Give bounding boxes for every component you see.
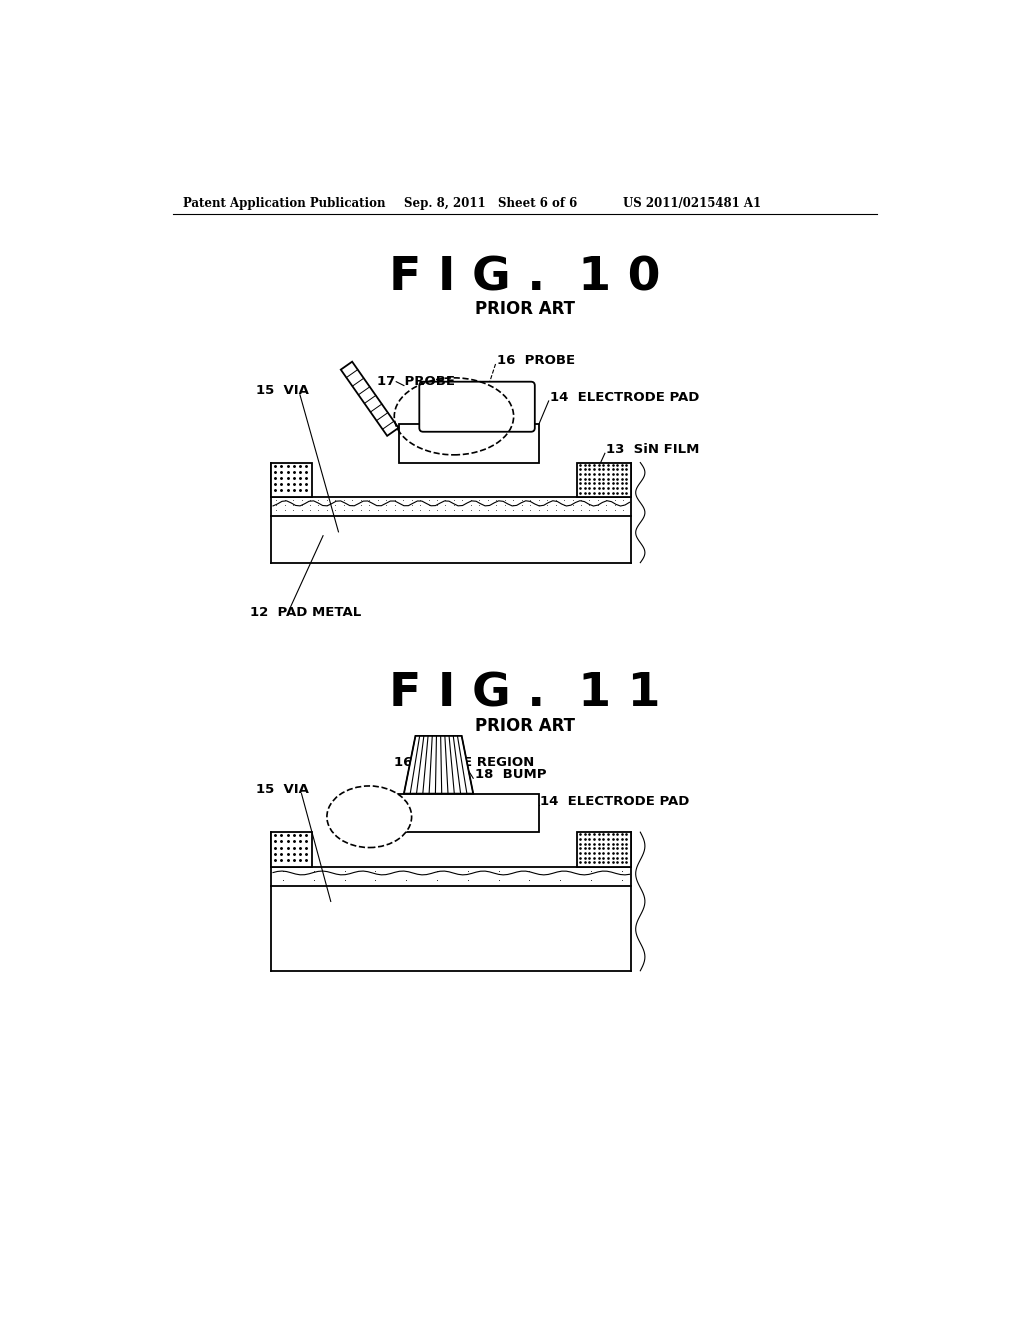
Text: 15  VIA: 15 VIA [256, 384, 309, 397]
Bar [398, 424, 539, 462]
Polygon shape [341, 362, 398, 436]
Text: PRIOR ART: PRIOR ART [475, 301, 574, 318]
Text: Patent Application Publication: Patent Application Publication [183, 197, 385, 210]
Text: 14  ELECTRODE PAD: 14 ELECTRODE PAD [541, 795, 689, 808]
Text: 14  ELECTRODE PAD: 14 ELECTRODE PAD [550, 391, 699, 404]
Text: 13  SiN FILM: 13 SiN FILM [606, 444, 699, 455]
Bar [271, 462, 311, 498]
Bar [578, 832, 631, 867]
Text: 17  PROBE: 17 PROBE [377, 375, 455, 388]
FancyBboxPatch shape [419, 381, 535, 432]
Bar [578, 462, 631, 498]
Text: 16  PROBE: 16 PROBE [497, 354, 575, 367]
Text: US 2011/0215481 A1: US 2011/0215481 A1 [624, 197, 762, 210]
Bar [271, 832, 311, 867]
Text: F I G .  1 0: F I G . 1 0 [389, 255, 660, 300]
Text: Sep. 8, 2011   Sheet 6 of 6: Sep. 8, 2011 Sheet 6 of 6 [403, 197, 578, 210]
Text: PRIOR ART: PRIOR ART [475, 717, 574, 735]
Polygon shape [403, 737, 473, 793]
Text: 15  VIA: 15 VIA [256, 783, 309, 796]
Text: F I G .  1 1: F I G . 1 1 [389, 671, 660, 715]
Text: 18  BUMP: 18 BUMP [475, 768, 546, 781]
Text: 16  PROBE REGION: 16 PROBE REGION [394, 756, 535, 770]
Text: 12  PAD METAL: 12 PAD METAL [250, 606, 361, 619]
Bar [346, 793, 539, 832]
Ellipse shape [327, 785, 412, 847]
